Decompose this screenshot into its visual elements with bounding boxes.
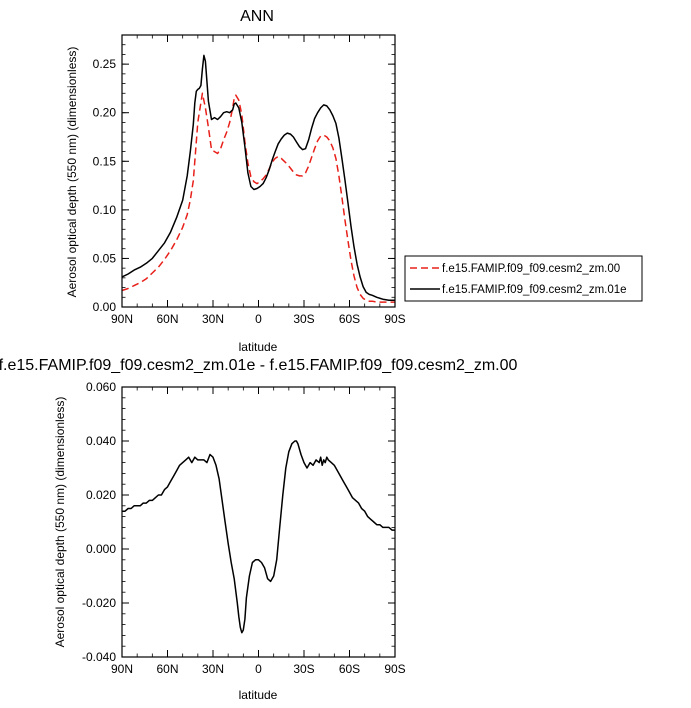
bottom-x-tick-label: 90S bbox=[384, 662, 405, 676]
top-panel: ANN Aerosol optical depth (550 nm) (dime… bbox=[65, 8, 406, 354]
top-x-tick-label: 30N bbox=[202, 312, 224, 326]
bottom-x-tick-label: 60S bbox=[339, 662, 360, 676]
bottom-x-tick-label: 60N bbox=[156, 662, 178, 676]
top-plot-frame bbox=[121, 34, 396, 308]
bottom-y-axis-label: Aerosol optical depth (550 nm) (dimensio… bbox=[53, 397, 67, 648]
legend-label-series-0: f.e15.FAMIP.f09_f09.cesm2_zm.00 bbox=[442, 263, 620, 275]
bottom-panel: f.e15.FAMIP.f09_f09.cesm2_zm.01e - f.e15… bbox=[0, 357, 518, 702]
top-x-tick-label: 60S bbox=[339, 312, 360, 326]
bottom-y-tick-label: 0.020 bbox=[86, 488, 116, 502]
bottom-y-tick-label: -0.040 bbox=[82, 650, 116, 664]
top-y-tick-label: 0.15 bbox=[93, 154, 117, 168]
top-series-line-0 bbox=[121, 92, 395, 303]
top-x-tick-label: 0 bbox=[255, 312, 262, 326]
legend: f.e15.FAMIP.f09_f09.cesm2_zm.00 f.e15.FA… bbox=[404, 255, 643, 302]
bottom-chart-title: f.e15.FAMIP.f09_f09.cesm2_zm.01e - f.e15… bbox=[0, 357, 518, 374]
legend-label-series-1: f.e15.FAMIP.f09_f09.cesm2_zm.01e bbox=[442, 284, 627, 296]
bottom-x-tick-label: 30N bbox=[202, 662, 224, 676]
bottom-x-tick-label: 90N bbox=[111, 662, 133, 676]
bottom-x-axis-label: latitude bbox=[239, 688, 278, 702]
top-series-line-1 bbox=[121, 54, 395, 301]
bottom-x-tick-label: 0 bbox=[255, 662, 262, 676]
top-x-tick-label: 60N bbox=[156, 312, 178, 326]
top-y-axis-label: Aerosol optical depth (550 nm) (dimensio… bbox=[65, 47, 79, 298]
top-x-tick-label: 30S bbox=[293, 312, 314, 326]
bottom-y-tick-label: -0.020 bbox=[82, 596, 116, 610]
bottom-plot-frame bbox=[121, 386, 396, 658]
top-y-tick-label: 0.00 bbox=[93, 300, 117, 314]
top-y-tick-label: 0.20 bbox=[93, 106, 117, 120]
bottom-y-tick-label: 0.000 bbox=[86, 542, 116, 556]
top-y-tick-label: 0.05 bbox=[93, 251, 117, 265]
top-x-axis-label: latitude bbox=[239, 340, 278, 354]
top-x-tick-label: 90S bbox=[384, 312, 405, 326]
top-y-tick-label: 0.10 bbox=[93, 203, 117, 217]
bottom-y-tick-label: 0.040 bbox=[86, 434, 116, 448]
top-x-tick-label: 90N bbox=[111, 312, 133, 326]
bottom-y-tick-label: 0.060 bbox=[86, 380, 116, 394]
top-y-tick-label: 0.25 bbox=[93, 57, 117, 71]
legend-box bbox=[404, 255, 643, 302]
bottom-x-tick-label: 30S bbox=[293, 662, 314, 676]
top-chart-title: ANN bbox=[240, 8, 274, 25]
bottom-series-line-0 bbox=[122, 440, 395, 634]
